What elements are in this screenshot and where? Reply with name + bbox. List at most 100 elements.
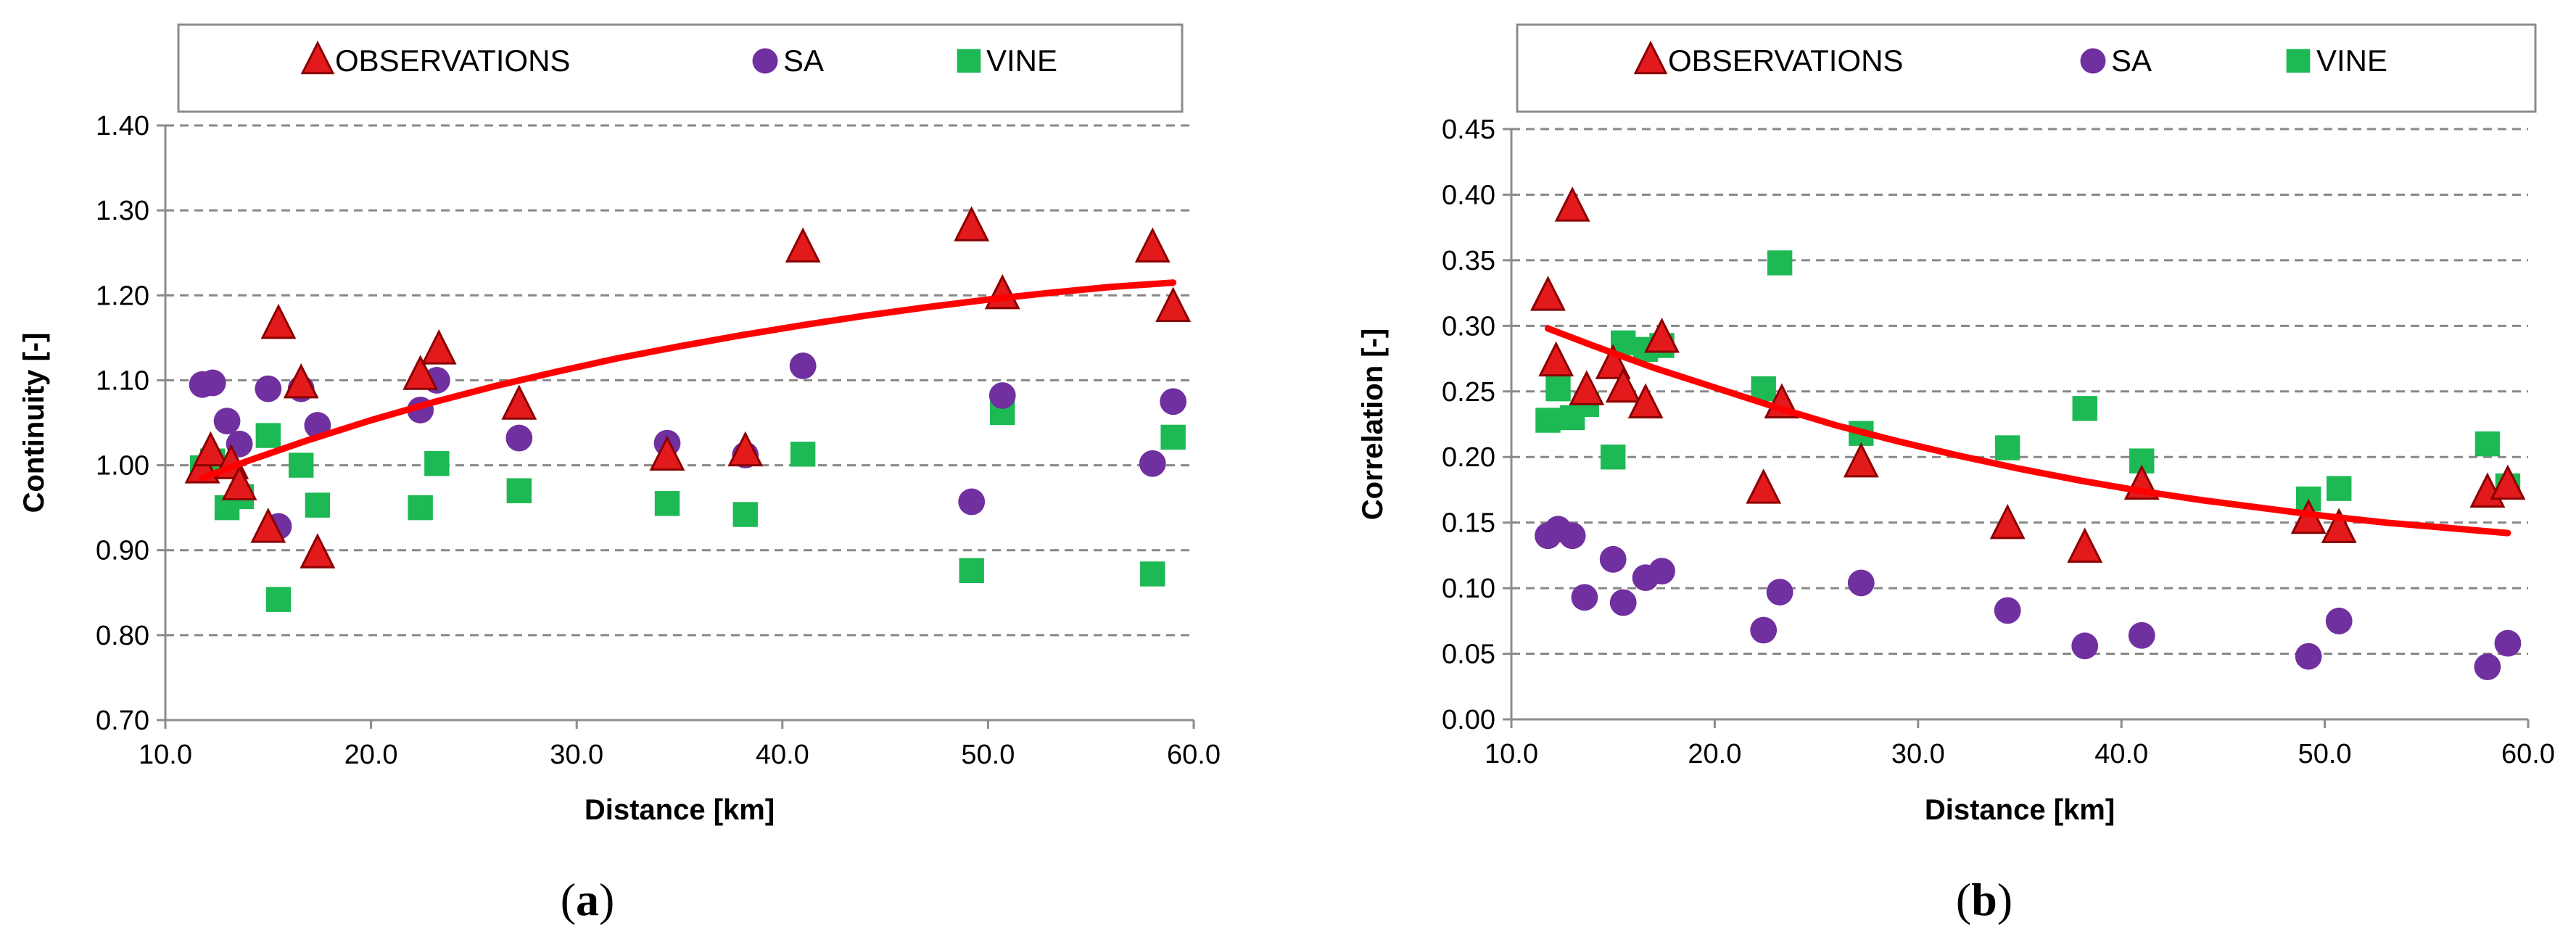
sa-point	[1599, 545, 1627, 573]
y-tick-label: 0.45	[1442, 115, 1495, 145]
observation-triangle	[283, 363, 319, 399]
observation-triangle	[649, 435, 685, 471]
legend-vine-point-icon	[957, 49, 981, 73]
sa-point	[2295, 642, 2322, 670]
x-axis-title: Distance [km]	[1925, 794, 2115, 826]
sa-point	[1994, 597, 2021, 624]
vine-point	[1535, 408, 1561, 433]
vine-point	[2474, 431, 2501, 457]
x-tick-label: 60.0	[1167, 740, 1221, 770]
sa-point	[1847, 569, 1875, 597]
y-tick-label: 0.30	[1442, 311, 1495, 342]
sa-point	[505, 424, 533, 452]
y-tick-label: 1.30	[96, 196, 149, 226]
panel-caption: (a)	[561, 874, 615, 925]
observation-triangle	[727, 431, 764, 467]
y-tick-label: 0.20	[1442, 442, 1495, 473]
vine-point	[1751, 376, 1776, 402]
y-axis-title: Continuity [-]	[18, 333, 50, 513]
vine-point	[1767, 250, 1793, 276]
observation-triangle	[1569, 370, 1605, 405]
legend-observation-triangle-icon	[300, 40, 335, 75]
legend-label: VINE	[2316, 44, 2387, 78]
legend-label: SA	[783, 44, 824, 78]
legend-sa-point-icon	[752, 48, 778, 74]
sa-point	[789, 352, 817, 379]
panel-caption-letter: b	[1971, 874, 1997, 925]
sa-point	[255, 375, 282, 402]
y-tick-label: 0.80	[96, 621, 149, 651]
sa-point	[1571, 584, 1598, 611]
y-tick-label: 0.00	[1442, 705, 1495, 735]
vine-point	[265, 587, 292, 612]
sa-point	[1750, 616, 1778, 644]
panel-caption: (b)	[1956, 874, 2012, 925]
vine-point	[654, 491, 680, 516]
chart-panel-a: 0.70 0.80 0.90 1.00 1.10 1.20 1.30 1.40 10.0 20.0…	[18, 23, 1221, 925]
observation-triangle	[501, 384, 537, 420]
y-tick-label: 1.20	[96, 281, 149, 311]
observation-triangle	[260, 303, 297, 339]
vine-point	[1601, 445, 1626, 470]
vine-point	[255, 423, 281, 448]
x-tick-label: 50.0	[2298, 739, 2352, 769]
legend-sa-point-icon	[2080, 48, 2106, 74]
sa-point	[1648, 558, 1675, 584]
observation-triangle	[1538, 341, 1574, 377]
vine-point	[288, 452, 314, 478]
observation-triangle	[1746, 468, 1782, 504]
y-tick-label: 0.10	[1442, 574, 1495, 604]
observation-triangle	[221, 465, 257, 500]
legend-vine-point-icon	[2286, 49, 2311, 73]
vine-point	[732, 502, 758, 527]
observation-triangle	[984, 273, 1020, 310]
vine-point	[2072, 396, 2097, 421]
observation-triangle	[421, 329, 457, 365]
sa-point	[958, 488, 986, 516]
observation-triangle	[1605, 367, 1641, 403]
x-tick-label: 30.0	[550, 740, 603, 770]
sa-point	[1160, 388, 1187, 416]
panel-caption-letter: a	[576, 874, 599, 925]
y-tick-label: 0.40	[1442, 180, 1495, 210]
vine-point	[408, 495, 433, 521]
vine-point	[959, 558, 984, 584]
observation-triangle	[1595, 344, 1631, 379]
observation-triangle	[300, 533, 336, 569]
y-tick-label: 1.40	[96, 111, 149, 141]
chart-panel-b: 0.00 0.05 0.10 0.15 0.20 0.25 0.30 0.35 0.40 0.45…	[1288, 0, 2576, 934]
y-tick-label: 0.70	[96, 706, 149, 736]
sa-point	[199, 369, 226, 397]
vine-point	[305, 492, 331, 518]
sa-point	[2128, 621, 2155, 649]
legend-label: SA	[2111, 44, 2152, 78]
vine-point	[506, 478, 532, 503]
vine-point	[1160, 424, 1186, 450]
x-tick-label: 40.0	[2094, 739, 2148, 769]
sa-point	[1559, 522, 1586, 550]
observation-triangle	[2490, 464, 2526, 500]
y-tick-label: 0.05	[1442, 640, 1495, 670]
trend-line	[199, 279, 1177, 482]
observation-triangle	[1989, 503, 2026, 540]
legend-label: OBSERVATIONS	[335, 44, 570, 78]
y-tick-label: 0.35	[1442, 246, 1495, 276]
observation-triangle	[1530, 276, 1566, 311]
y-tick-label: 1.10	[96, 365, 149, 396]
y-tick-label: 0.25	[1442, 377, 1495, 408]
x-axis-title: Distance [km]	[585, 794, 775, 826]
vine-point	[424, 451, 450, 476]
observation-triangle	[1554, 186, 1590, 222]
observation-triangle	[402, 355, 439, 390]
chart-a-svg: 0.70 0.80 0.90 1.00 1.10 1.20 1.30 1.40 10.0 20.0…	[18, 23, 1221, 925]
sa-point	[1766, 579, 1793, 606]
x-tick-label: 50.0	[961, 740, 1015, 770]
vine-point	[1140, 561, 1165, 587]
observation-triangle	[250, 508, 286, 543]
legend-label: VINE	[986, 44, 1057, 78]
trend-line	[1545, 325, 2511, 537]
x-tick-label: 20.0	[1688, 739, 1741, 769]
x-tick-label: 10.0	[139, 740, 192, 770]
sa-point	[2325, 607, 2353, 635]
x-tick-label: 20.0	[344, 740, 398, 770]
